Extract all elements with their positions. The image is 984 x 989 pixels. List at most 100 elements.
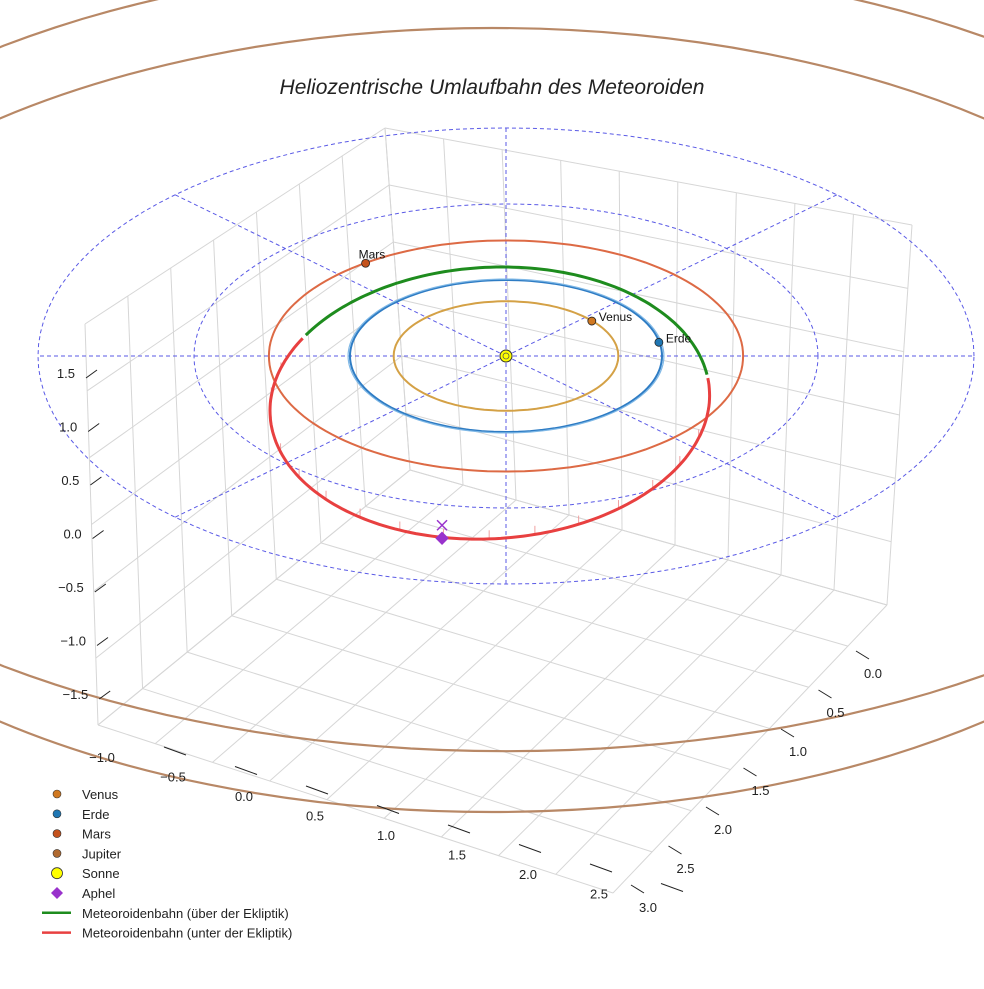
y-axis-tick [780, 728, 795, 738]
sun-marker [499, 349, 513, 363]
grid-layer [84, 127, 913, 894]
floor-gridline [186, 651, 692, 812]
meteoroid-orbit-below [443, 377, 712, 541]
x-tick-label: 2.5 [590, 887, 608, 902]
legend-item: Venus [52, 787, 119, 802]
left-wall-gridline [91, 298, 398, 525]
legend-item: Sonne [51, 866, 120, 881]
ecliptic-radial-line [505, 355, 838, 518]
planet-label-venus: Venus [599, 310, 632, 324]
floor-gridline [320, 542, 809, 688]
legend-label: Meteoroidenbahn (über der Ekliptik) [82, 906, 289, 921]
floor-gridline [498, 574, 782, 857]
meteoroid-orbit-above [304, 265, 709, 376]
legend-item: Meteoroidenbahn (über der Ekliptik) [42, 906, 289, 921]
legend-label: Aphel [82, 886, 115, 901]
legend-marker [52, 849, 62, 858]
z-axis-tick [96, 637, 109, 646]
floor-gridline [440, 559, 729, 838]
floor-gridline [409, 469, 888, 606]
left-wall-gridline [84, 127, 386, 325]
floor-gridline [612, 604, 888, 894]
legend-item: Jupiter [52, 846, 122, 861]
legend-label: Mars [82, 827, 111, 842]
ecliptic-radial-line [174, 194, 507, 357]
orbit-erde-trace [347, 278, 665, 434]
floor-gridline [154, 484, 464, 745]
orbit-jupiter [0, 0, 984, 753]
meteoroid-orbit-layer [268, 265, 712, 541]
floor-gridline [97, 469, 411, 726]
left-wall-gridline [95, 412, 407, 659]
legend-marker [52, 829, 62, 838]
y-axis-tick [705, 806, 720, 816]
floor-gridline [365, 505, 848, 647]
z-axis-tick [90, 476, 102, 486]
legend-item: Meteoroidenbahn (unter der Ekliptik) [42, 926, 292, 941]
back-wall-gridline [401, 355, 896, 479]
floor-gridline [97, 724, 614, 894]
z-axis-tick [87, 423, 100, 432]
z-axis-tick [85, 369, 98, 379]
floor-gridline [326, 529, 623, 801]
x-axis-tick [234, 766, 258, 775]
y-axis-tick [818, 689, 832, 699]
y-tick-label: 1.0 [789, 744, 807, 759]
x-axis-tick [447, 824, 471, 834]
floor-gridline [212, 499, 517, 763]
orbit-venus [392, 300, 620, 412]
x-tick-label: −0.5 [160, 770, 186, 785]
ecliptic-reference-circle [37, 127, 975, 585]
ecliptic-radial-line [505, 194, 838, 357]
planet-marker-erde [654, 337, 664, 347]
floor-gridline [269, 514, 570, 782]
legend-label: Erde [82, 807, 109, 822]
z-tick-label: 0.0 [64, 527, 82, 542]
sun-marker-inner [502, 352, 510, 360]
y-tick-label: 2.0 [714, 822, 732, 837]
x-axis-tick [660, 883, 684, 892]
y-axis-tick [743, 767, 757, 777]
z-tick-label: −1.0 [60, 634, 86, 649]
y-axis-tick [855, 650, 870, 660]
aphel-cross-marker [436, 519, 448, 531]
legend-item: Erde [52, 807, 109, 822]
y-tick-label: 2.5 [676, 861, 694, 876]
y-tick-label: 1.5 [751, 783, 769, 798]
planet-marker-mars [361, 258, 371, 268]
z-axis-tick [94, 583, 107, 593]
x-tick-label: −1.0 [89, 750, 115, 765]
legend-marker [52, 789, 62, 799]
z-axis-tick [92, 530, 104, 539]
z-tick-label: −1.5 [63, 687, 89, 702]
y-tick-label: 3.0 [639, 900, 657, 915]
planet-orbits-layer [0, 0, 984, 813]
x-axis-tick [589, 863, 613, 873]
planet-label-erde: Erde [666, 331, 692, 345]
z-tick-label: 1.0 [59, 420, 77, 435]
z-axis-tick [98, 690, 111, 700]
left-wall-gridline [93, 355, 402, 592]
y-tick-label: 0.0 [864, 666, 882, 681]
legend: Venus Erde Mars Jupiter Sonne Aphel Meteoroide… [42, 787, 292, 941]
x-tick-label: 1.5 [448, 848, 466, 863]
x-axis-tick [376, 805, 400, 814]
planet-label-mars: Mars [359, 247, 386, 261]
axes-layer: 1.5 1.0 0.5 0.0 −0.5 −1.0 −1.5 −1.0 −0.5 0.0 0.5 1.… [57, 366, 882, 915]
aphel-marker [435, 531, 449, 545]
legend-marker [51, 887, 63, 899]
back-wall-gridline [393, 241, 904, 353]
y-tick-label: 0.5 [826, 705, 844, 720]
orbit-erde [348, 278, 664, 434]
z-tick-label: −0.5 [58, 580, 84, 595]
z-tick-label: 1.5 [57, 366, 75, 381]
back-wall-gridline [389, 184, 908, 289]
x-tick-label: 1.0 [377, 828, 395, 843]
x-axis-tick [518, 844, 542, 853]
chart-title: Heliozentrische Umlaufbahn des Meteoroid… [280, 76, 705, 99]
orbit-mars [267, 239, 745, 473]
legend-label: Sonne [82, 866, 120, 881]
legend-item: Mars [52, 827, 111, 842]
x-tick-label: 0.0 [235, 789, 253, 804]
